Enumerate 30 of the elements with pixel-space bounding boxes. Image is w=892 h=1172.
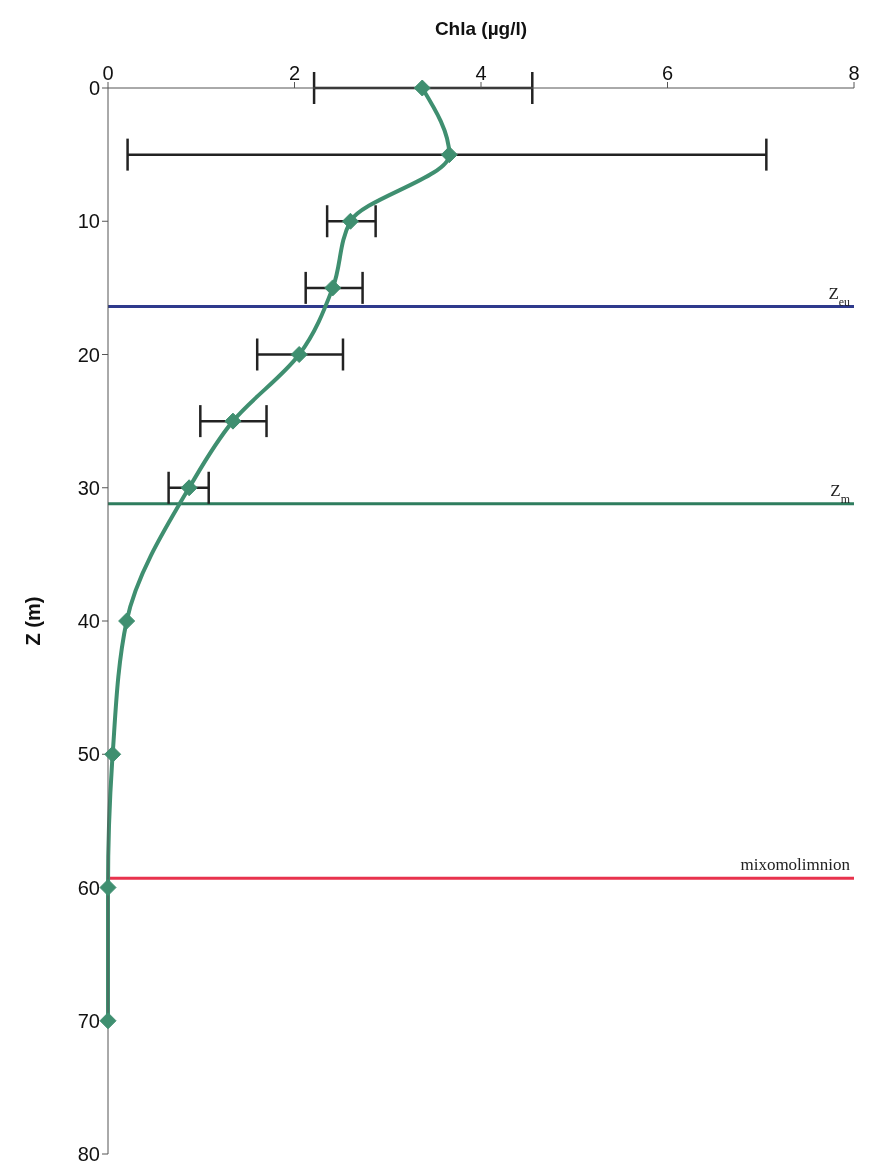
y-tick-label: 20 <box>77 343 100 366</box>
y-tick-label: 0 <box>88 77 100 100</box>
y-tick-label: 40 <box>77 610 100 633</box>
y-tick-label: 50 <box>77 743 100 766</box>
point <box>224 412 242 430</box>
y-tick-label: 30 <box>77 476 100 499</box>
point <box>104 745 122 763</box>
x-tick-label: 2 <box>288 62 301 84</box>
x-axis-title: Chla (µg/l) <box>434 18 528 40</box>
point <box>440 146 458 164</box>
ref-line-label: Z$_{m}$ <box>830 480 851 506</box>
x-tick-label: 0 <box>102 62 114 84</box>
ref-line-label: Z$_{eu}$ <box>828 283 851 309</box>
y-tick-label: 10 <box>77 210 100 233</box>
point <box>180 479 198 497</box>
point <box>341 212 359 230</box>
x-tick-label: 6 <box>661 62 674 84</box>
y-axis-title: Z (m) <box>22 596 45 646</box>
point <box>99 1012 117 1030</box>
y-tick-label: 80 <box>77 1143 100 1166</box>
point <box>290 346 308 363</box>
x-tick-label: 8 <box>848 62 860 84</box>
point <box>118 612 136 630</box>
point <box>324 279 342 297</box>
ref-line-label: mixomolimnion <box>740 855 851 875</box>
point <box>413 79 431 97</box>
x-tick-label: 4 <box>475 62 487 84</box>
point <box>99 879 117 896</box>
y-tick-label: 60 <box>77 876 100 899</box>
y-tick-label: 70 <box>77 1009 100 1032</box>
